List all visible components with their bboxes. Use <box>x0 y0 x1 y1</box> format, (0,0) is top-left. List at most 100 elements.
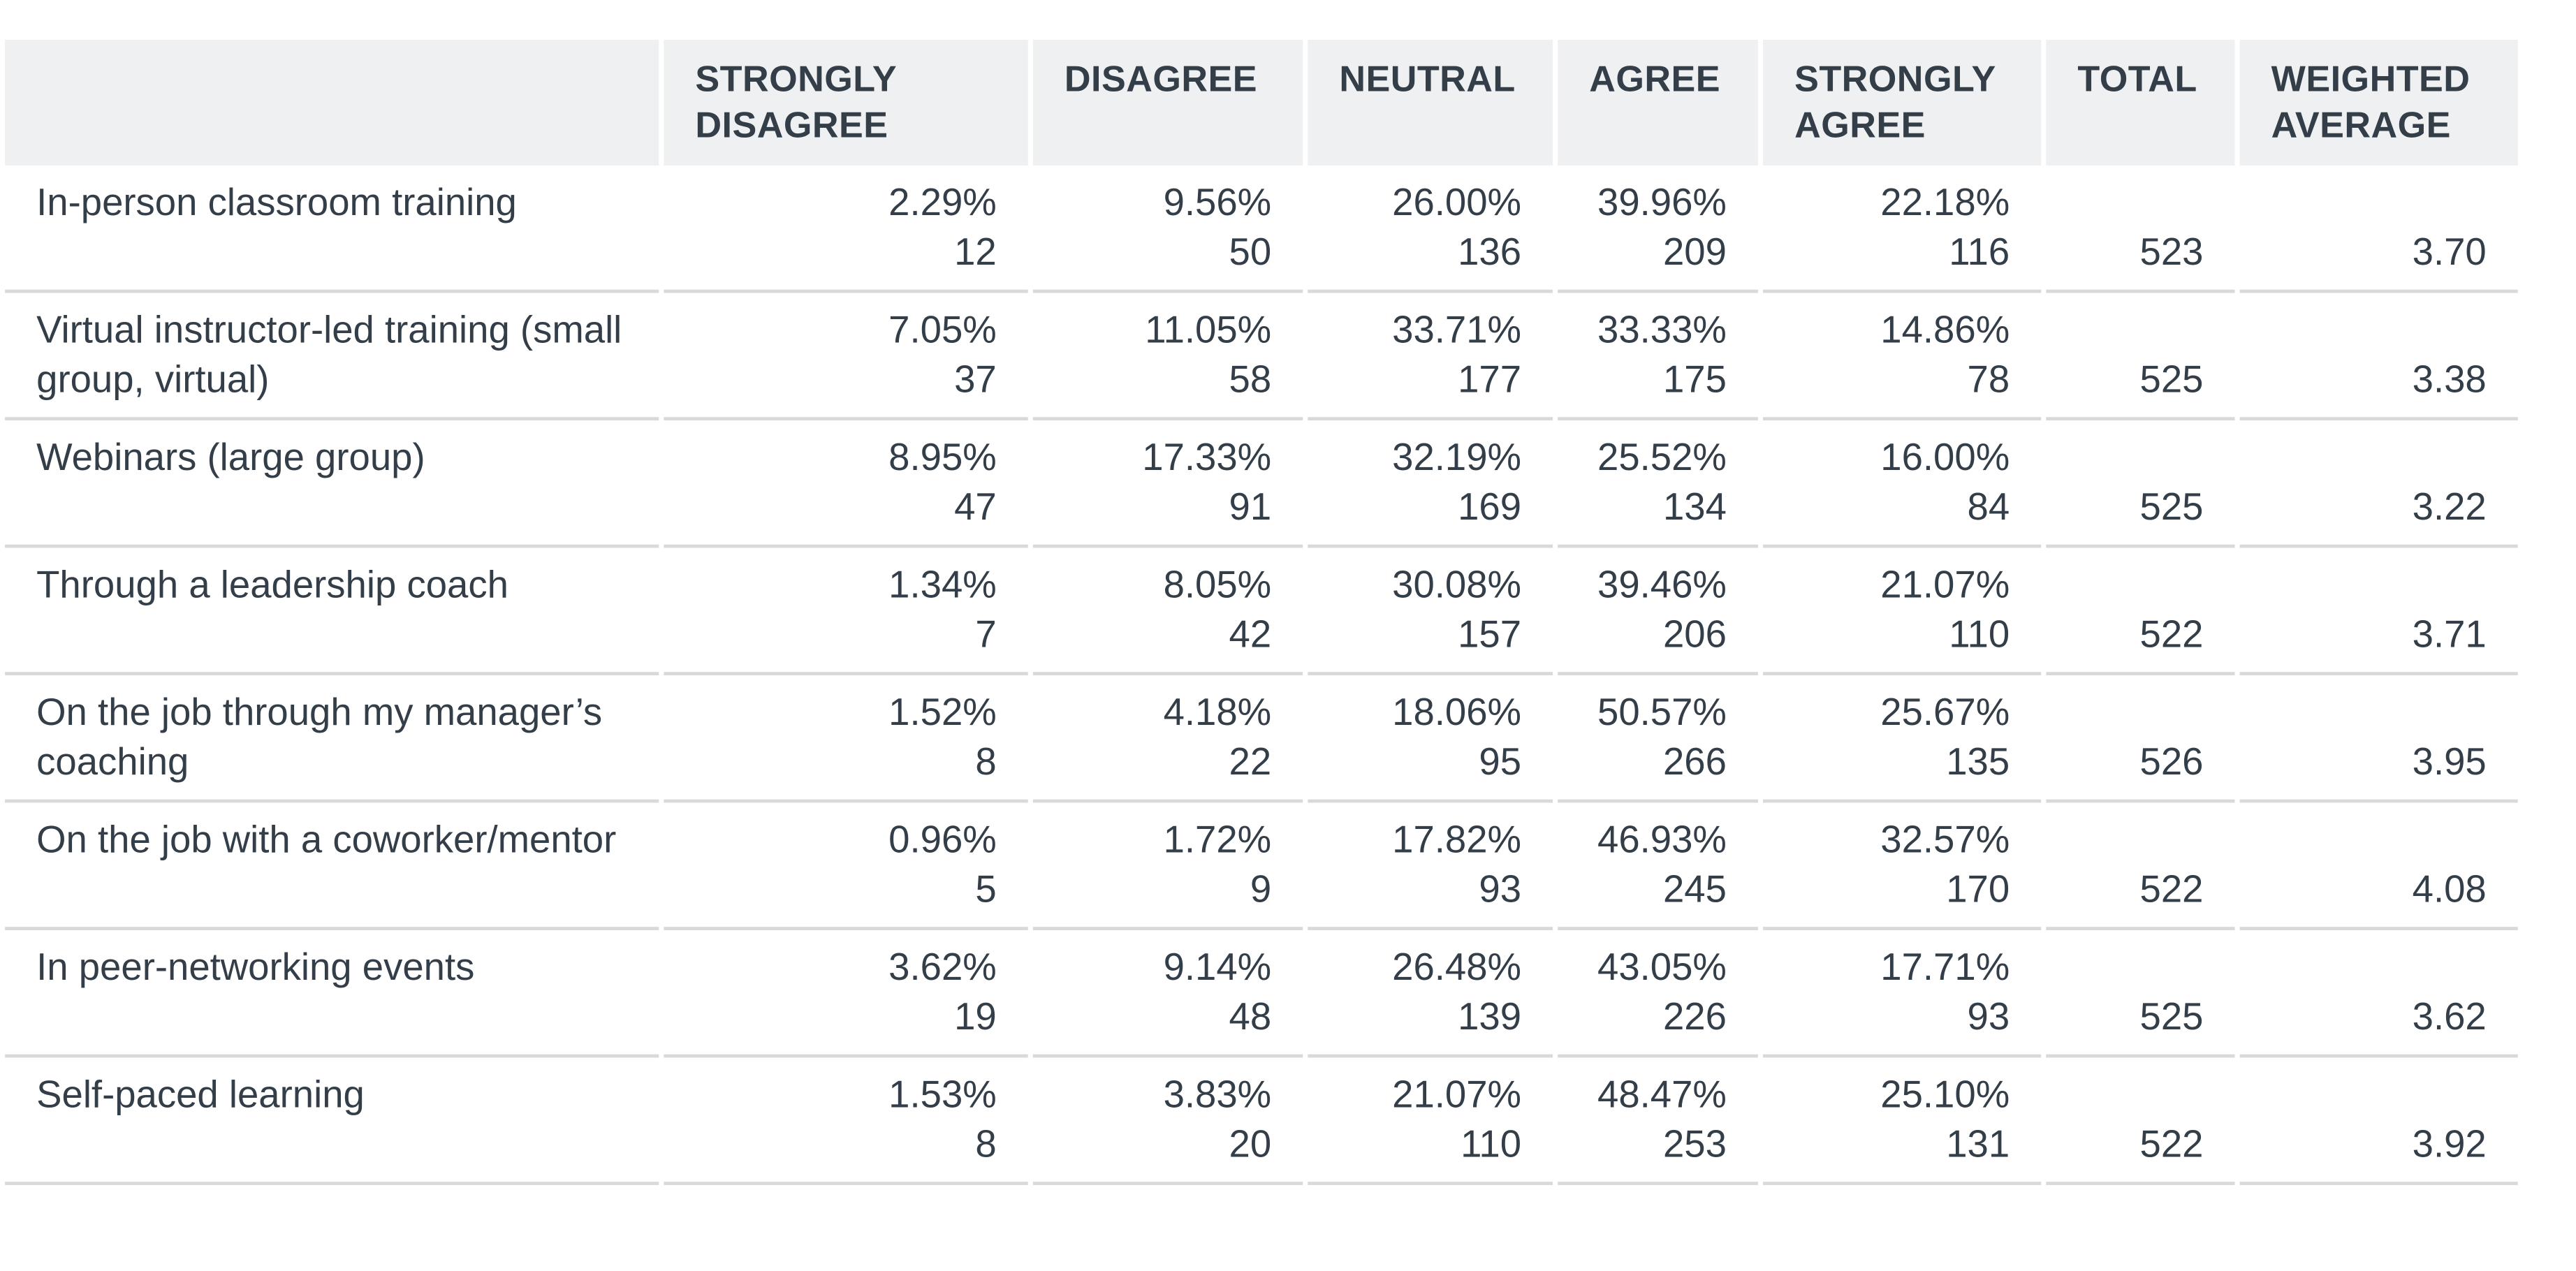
cell-neutral: 21.07% 110 <box>1308 1057 1553 1185</box>
table-row: Self-paced learning 1.53% 8 3.83% 20 21.07% 11… <box>5 1057 2518 1185</box>
cell-count: 177 <box>1458 357 1522 401</box>
cell-count: 206 <box>1662 612 1727 656</box>
cell-percentage: 3.62% <box>888 945 997 988</box>
cell-percentage: 3.83% <box>1163 1072 1272 1116</box>
cell-weighted-average: 3.70 <box>2239 166 2518 293</box>
row-label: Self-paced learning <box>5 1057 659 1185</box>
cell-weighted-average: 3.38 <box>2239 293 2518 420</box>
cell-percentage: 21.07% <box>1880 562 2010 606</box>
cell-percentage: 17.82% <box>1392 817 1522 861</box>
cell-total: 526 <box>2046 675 2235 803</box>
cell-percentage: 33.71% <box>1392 307 1522 351</box>
cell-disagree: 17.33% 91 <box>1032 420 1303 548</box>
cell-neutral: 32.19% 169 <box>1308 420 1553 548</box>
cell-percentage: 8.05% <box>1163 562 1272 606</box>
column-header-strongly-disagree: STRONGLY DISAGREE <box>664 39 1028 166</box>
cell-percentage: 0.96% <box>888 817 997 861</box>
cell-agree: 25.52% 134 <box>1558 420 1758 548</box>
row-label: Webinars (large group) <box>5 420 659 548</box>
cell-neutral: 26.48% 139 <box>1308 930 1553 1058</box>
cell-weighted-average: 3.71 <box>2239 548 2518 675</box>
cell-total: 523 <box>2046 166 2235 293</box>
cell-count: 226 <box>1662 994 1727 1038</box>
cell-weighted-average: 3.92 <box>2239 1057 2518 1185</box>
cell-total: 522 <box>2046 802 2235 930</box>
row-label: On the job through my manager’s coaching <box>5 675 659 803</box>
cell-strongly-disagree: 1.53% 8 <box>664 1057 1028 1185</box>
cell-count: 93 <box>1479 867 1522 911</box>
cell-agree: 43.05% 226 <box>1558 930 1758 1058</box>
cell-count: 169 <box>1458 485 1522 529</box>
cell-percentage: 9.56% <box>1163 180 1272 223</box>
cell-disagree: 8.05% 42 <box>1032 548 1303 675</box>
row-label: In-person classroom training <box>5 166 659 293</box>
cell-percentage: 46.93% <box>1597 817 1727 861</box>
cell-percentage: 32.57% <box>1880 817 2010 861</box>
cell-percentage: 26.48% <box>1392 945 1522 988</box>
cell-percentage: 48.47% <box>1597 1072 1727 1116</box>
cell-count: 93 <box>1967 994 2010 1038</box>
cell-strongly-disagree: 2.29% 12 <box>664 166 1028 293</box>
cell-percentage: 39.96% <box>1597 180 1727 223</box>
cell-count: 116 <box>1949 230 2010 274</box>
cell-count: 91 <box>1229 485 1272 529</box>
cell-count: 5 <box>975 867 997 911</box>
table-row: Through a leadership coach 1.34% 7 8.05% 42 3… <box>5 548 2518 675</box>
cell-weighted-average: 3.62 <box>2239 930 2518 1058</box>
cell-percentage: 2.29% <box>888 180 997 223</box>
cell-strongly-disagree: 3.62% 19 <box>664 930 1028 1058</box>
cell-strongly-disagree: 7.05% 37 <box>664 293 1028 420</box>
cell-count: 209 <box>1662 230 1727 274</box>
cell-total: 525 <box>2046 420 2235 548</box>
cell-count: 134 <box>1662 485 1727 529</box>
cell-agree: 39.96% 209 <box>1558 166 1758 293</box>
cell-percentage: 17.33% <box>1142 435 1272 478</box>
header-row: STRONGLY DISAGREE DISAGREE NEUTRAL AGREE… <box>5 39 2518 166</box>
cell-count: 170 <box>1946 867 2010 911</box>
cell-strongly-agree: 25.67% 135 <box>1763 675 2042 803</box>
cell-percentage: 30.08% <box>1392 562 1522 606</box>
cell-count: 20 <box>1229 1122 1272 1166</box>
cell-percentage: 1.52% <box>888 690 997 733</box>
cell-percentage: 14.86% <box>1880 307 2010 351</box>
cell-total: 525 <box>2046 930 2235 1058</box>
cell-count: 8 <box>975 1122 997 1166</box>
cell-weighted-average: 4.08 <box>2239 802 2518 930</box>
table-row: In-person classroom training 2.29% 12 9.56%… <box>5 166 2518 293</box>
cell-agree: 33.33% 175 <box>1558 293 1758 420</box>
cell-count: 48 <box>1229 994 1272 1038</box>
cell-count: 8 <box>975 740 997 784</box>
table-row: Webinars (large group) 8.95% 47 17.33% 91 32.… <box>5 420 2518 548</box>
cell-percentage: 39.46% <box>1597 562 1727 606</box>
cell-strongly-agree: 25.10% 131 <box>1763 1057 2042 1185</box>
cell-total: 522 <box>2046 1057 2235 1185</box>
cell-strongly-agree: 16.00% 84 <box>1763 420 2042 548</box>
cell-strongly-agree: 21.07% 110 <box>1763 548 2042 675</box>
cell-count: 42 <box>1229 612 1272 656</box>
cell-agree: 50.57% 266 <box>1558 675 1758 803</box>
cell-percentage: 25.67% <box>1880 690 2010 733</box>
cell-percentage: 50.57% <box>1597 690 1727 733</box>
column-header-weighted-average: WEIGHTED AVERAGE <box>2239 39 2518 166</box>
cell-percentage: 25.10% <box>1880 1072 2010 1116</box>
cell-weighted-average: 3.22 <box>2239 420 2518 548</box>
cell-neutral: 17.82% 93 <box>1308 802 1553 930</box>
cell-strongly-agree: 32.57% 170 <box>1763 802 2042 930</box>
cell-percentage: 43.05% <box>1597 945 1727 988</box>
table-row: Virtual instructor-led training (small g… <box>5 293 2518 420</box>
cell-percentage: 11.05% <box>1145 307 1272 351</box>
table-row: In peer-networking events 3.62% 19 9.14% 48 2… <box>5 930 2518 1058</box>
cell-count: 84 <box>1967 485 2010 529</box>
cell-agree: 46.93% 245 <box>1558 802 1758 930</box>
cell-percentage: 16.00% <box>1880 435 2010 478</box>
cell-percentage: 33.33% <box>1597 307 1727 351</box>
cell-percentage: 17.71% <box>1880 945 2010 988</box>
cell-neutral: 18.06% 95 <box>1308 675 1553 803</box>
cell-count: 253 <box>1662 1122 1727 1166</box>
cell-count: 110 <box>1461 1122 1522 1166</box>
table-row: On the job with a coworker/mentor 0.96% 5 1… <box>5 802 2518 930</box>
row-label: In peer-networking events <box>5 930 659 1058</box>
cell-disagree: 4.18% 22 <box>1032 675 1303 803</box>
row-label: Virtual instructor-led training (small g… <box>5 293 659 420</box>
